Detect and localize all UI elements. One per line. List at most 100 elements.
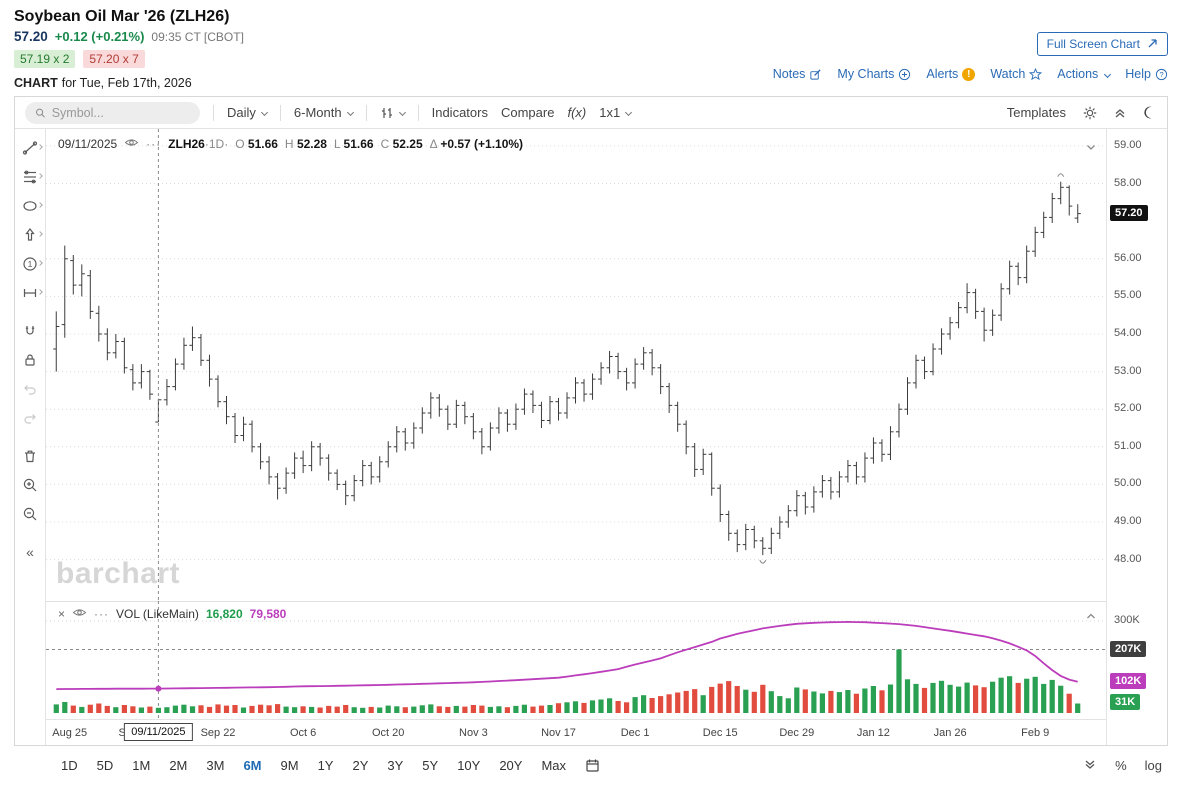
indicators-button[interactable]: Indicators	[432, 105, 488, 120]
remove-indicator-icon[interactable]: ×	[58, 607, 66, 621]
range-5d[interactable]: 5D	[96, 757, 114, 773]
x-axis-tick: Nov 3	[459, 727, 488, 739]
compare-label: Compare	[500, 105, 555, 120]
dark-mode-icon[interactable]	[1142, 105, 1157, 120]
circle-plus-icon	[899, 68, 911, 80]
x-axis-tick: Jan 26	[933, 727, 967, 739]
price-tick-label: 51.00	[1114, 439, 1142, 452]
range-max[interactable]: Max	[541, 757, 567, 773]
templates-button[interactable]: Templates	[1007, 105, 1066, 120]
symbol-search[interactable]	[25, 101, 200, 124]
x-axis-tick: Sep 22	[200, 727, 236, 739]
watch-label: Watch	[990, 67, 1026, 81]
x-axis-tick: Dec 15	[702, 727, 738, 739]
high-label: H	[284, 137, 294, 151]
delete-drawings-button[interactable]	[17, 443, 43, 469]
custom-date-range-button[interactable]	[584, 756, 601, 775]
zoom-in-button[interactable]	[17, 472, 43, 498]
symbol-search-input[interactable]	[51, 105, 190, 120]
help-circle-icon: ?	[1155, 68, 1168, 80]
low-label: L	[333, 137, 341, 151]
price-pane-collapse-icon[interactable]	[1086, 139, 1096, 154]
range-20y[interactable]: 20Y	[499, 757, 523, 773]
chevron-down-icon	[398, 108, 406, 117]
price-tick-label: 48.00	[1114, 552, 1142, 565]
toolbar-separator	[417, 104, 419, 121]
price-gridlines	[46, 145, 1106, 561]
price-axis[interactable]: 59.00 58.00 56.00 55.00 54.00 53.00 52.00 51.00…	[1106, 129, 1167, 745]
bid-quote: 57.19 x 2	[14, 50, 76, 68]
shapes-tool[interactable]	[17, 193, 43, 219]
price-change: +0.12 (+0.21%)	[54, 29, 145, 44]
watch-link[interactable]: Watch	[990, 67, 1043, 81]
compare-button[interactable]: Compare	[501, 105, 554, 120]
fibonacci-tool[interactable]	[17, 164, 43, 190]
notes-link[interactable]: Notes	[773, 67, 823, 81]
volume-pane[interactable]	[46, 601, 1106, 719]
visibility-eye-icon[interactable]	[72, 607, 87, 621]
annotation-tool[interactable]: 1	[17, 251, 43, 277]
range-buttons: 1D 5D 1M 2M 3M 6M 9M 1Y 2Y 3Y 5Y 10Y 20Y Max	[60, 756, 567, 775]
open-label: O	[235, 137, 245, 151]
my-charts-link[interactable]: My Charts	[837, 67, 911, 81]
period-dropdown[interactable]: Daily	[227, 105, 268, 120]
percent-scale-button[interactable]: %	[1115, 757, 1127, 773]
bar-type-icon	[381, 107, 392, 118]
range-3m[interactable]: 3M	[206, 757, 225, 773]
barchart-watermark: barchart	[56, 557, 181, 590]
range-1y[interactable]: 1Y	[317, 757, 334, 773]
drawing-tools-sidebar: 1 «	[15, 129, 46, 745]
range-label: 6-Month	[293, 105, 342, 120]
range-10y[interactable]: 10Y	[457, 757, 481, 773]
pane-divider[interactable]	[46, 601, 1106, 602]
chart-settings-icon[interactable]	[1082, 105, 1098, 121]
range-1m[interactable]: 1M	[132, 757, 151, 773]
range-2y[interactable]: 2Y	[352, 757, 369, 773]
volume-ma-label: 102K	[1110, 672, 1147, 689]
alerts-link[interactable]: Alerts!	[926, 67, 976, 81]
range-5y[interactable]: 5Y	[422, 757, 439, 773]
range-9m[interactable]: 9M	[280, 757, 299, 773]
arrow-marker-tool[interactable]	[17, 222, 43, 248]
full-screen-chart-button[interactable]: Full Screen Chart	[1036, 32, 1168, 56]
layout-dropdown[interactable]: 1x1	[599, 105, 633, 120]
zoom-out-button[interactable]	[17, 501, 43, 527]
range-dropdown[interactable]: 6-Month	[293, 105, 354, 120]
chevron-down-icon	[346, 108, 354, 117]
lock-drawings-tool[interactable]	[17, 347, 43, 373]
expressions-button[interactable]: f(x)	[567, 105, 586, 120]
x-axis-tick: Feb 9	[1021, 727, 1050, 739]
delta-label: Δ	[429, 137, 437, 151]
range-2m[interactable]: 2M	[169, 757, 188, 773]
more-options-icon[interactable]: ···	[94, 607, 110, 621]
collapse-tools-button[interactable]: «	[17, 539, 43, 565]
plot-region[interactable]: barchart 09/11/2025 ··· ZLH26·1D· O 51.6…	[46, 129, 1106, 745]
my-charts-label: My Charts	[837, 67, 895, 81]
chevron-down-icon	[260, 108, 268, 117]
more-options-icon[interactable]: ···	[146, 137, 162, 151]
open-value: 51.66	[247, 137, 278, 151]
collapse-toolbar-icon[interactable]	[1114, 107, 1126, 119]
chevron-down-icon	[1104, 70, 1112, 78]
undo-button[interactable]	[17, 376, 43, 402]
price-pane[interactable]	[46, 129, 1106, 601]
help-link[interactable]: Help?	[1125, 67, 1168, 81]
last-price: 57.20	[14, 29, 48, 44]
range-1d[interactable]: 1D	[61, 757, 78, 773]
trendline-tool[interactable]	[17, 135, 43, 161]
magnet-tool[interactable]	[17, 318, 43, 344]
redo-button[interactable]	[17, 405, 43, 431]
log-scale-button[interactable]: log	[1144, 757, 1162, 773]
bar-type-dropdown[interactable]	[380, 106, 406, 120]
double-chevron-down-icon[interactable]	[1083, 757, 1097, 773]
actions-menu[interactable]: Actions	[1057, 67, 1112, 81]
range-3y[interactable]: 3Y	[387, 757, 404, 773]
volume-pane-expand-icon[interactable]	[1086, 608, 1096, 623]
visibility-eye-icon[interactable]	[124, 137, 139, 151]
alerts-label: Alerts	[926, 67, 959, 81]
range-6m[interactable]: 6M	[243, 757, 262, 773]
measure-tool[interactable]	[17, 280, 43, 306]
volume-bars	[53, 649, 1081, 713]
